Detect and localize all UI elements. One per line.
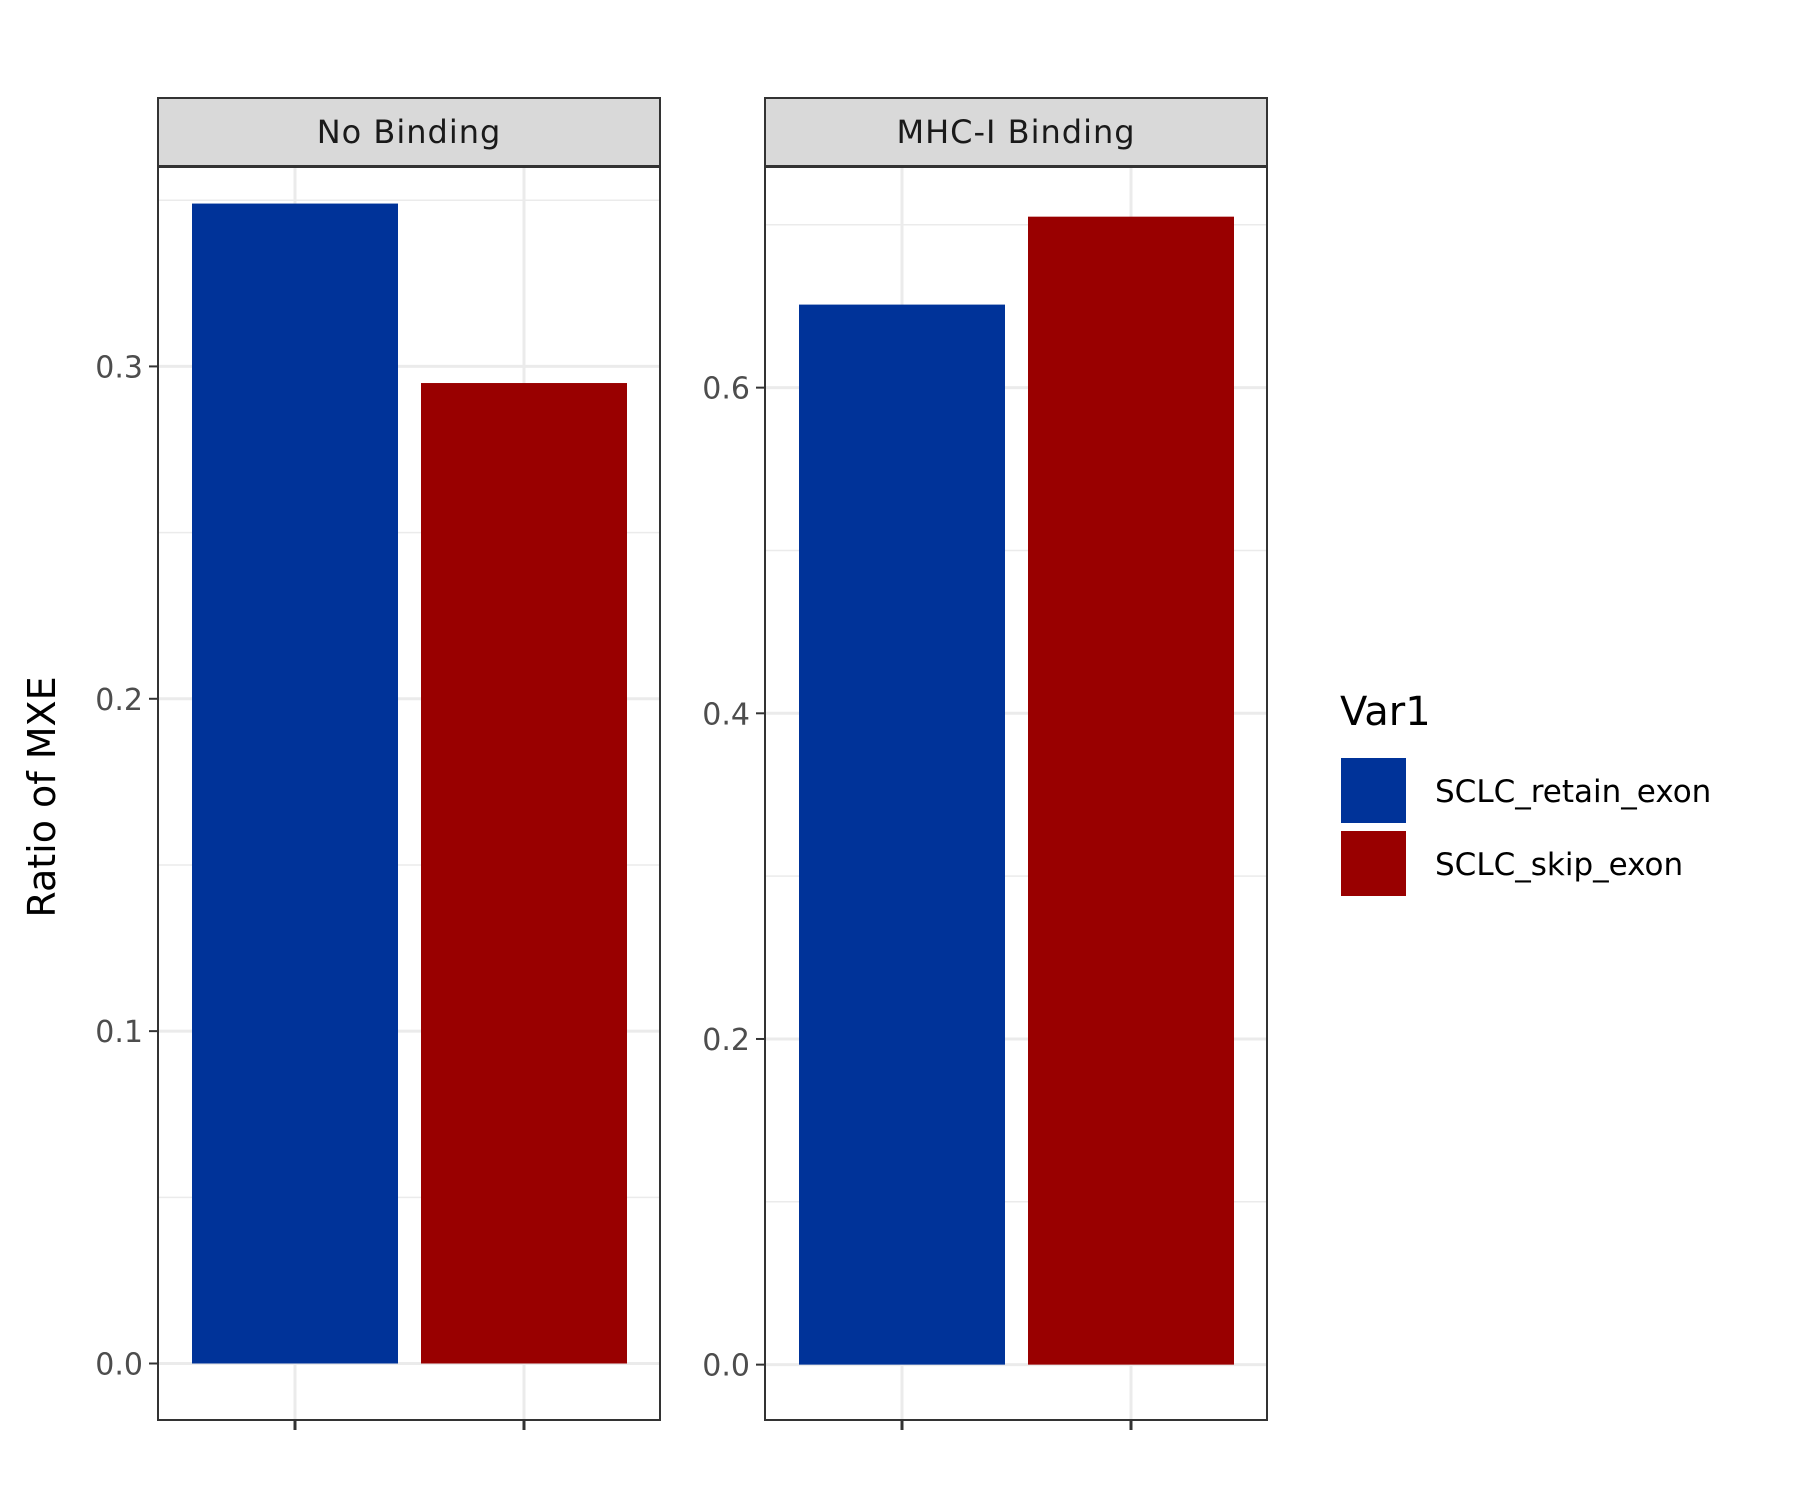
legend-entries: SCLC_retain_exon SCLC_skip_exon — [1339, 756, 1711, 898]
bar-SCLC_skip_exon — [421, 383, 627, 1364]
legend-label: SCLC_skip_exon — [1435, 847, 1683, 883]
y-tick-label: 0.6 — [702, 372, 750, 407]
y-tick-label: 0.2 — [702, 1023, 750, 1058]
facet-strip-label: No Binding — [317, 113, 502, 151]
legend-entry: SCLC_retain_exon — [1339, 756, 1711, 825]
y-tick-label: 0.3 — [95, 350, 143, 385]
facet-panels: No Binding 0.0 0.1 0.2 0.3 MHC-I Binding 0.0 0.… — [95, 97, 1268, 1430]
y-tick-label: 0.2 — [95, 683, 143, 718]
legend-label: SCLC_retain_exon — [1435, 774, 1711, 810]
panel-border — [764, 166, 1268, 1421]
panel-border — [157, 166, 661, 1421]
y-axis-title: Ratio of MXE — [20, 676, 64, 917]
bar-SCLC_retain_exon — [799, 304, 1005, 1365]
legend-key — [1339, 829, 1408, 898]
facet-strip — [764, 97, 1268, 167]
legend: Var1 SCLC_retain_exon SCLC_skip_exon — [1339, 689, 1711, 898]
facet-strip — [157, 97, 661, 167]
facet-strip-label: MHC-I Binding — [896, 113, 1135, 151]
legend-key — [1339, 756, 1408, 825]
y-tick-label: 0.0 — [702, 1349, 750, 1384]
facet-panel-2: MHC-I Binding 0.0 0.2 0.4 0.6 — [702, 97, 1268, 1430]
facet-panel-1: No Binding 0.0 0.1 0.2 0.3 — [95, 97, 661, 1430]
bar-SCLC_skip_exon — [1028, 216, 1234, 1365]
bar-SCLC_retain_exon — [192, 203, 398, 1364]
y-tick-label: 0.4 — [702, 697, 750, 732]
legend-entry: SCLC_skip_exon — [1339, 829, 1683, 898]
y-tick-label: 0.0 — [95, 1347, 143, 1382]
y-tick-label: 0.1 — [95, 1015, 143, 1050]
legend-title: Var1 — [1340, 689, 1431, 735]
